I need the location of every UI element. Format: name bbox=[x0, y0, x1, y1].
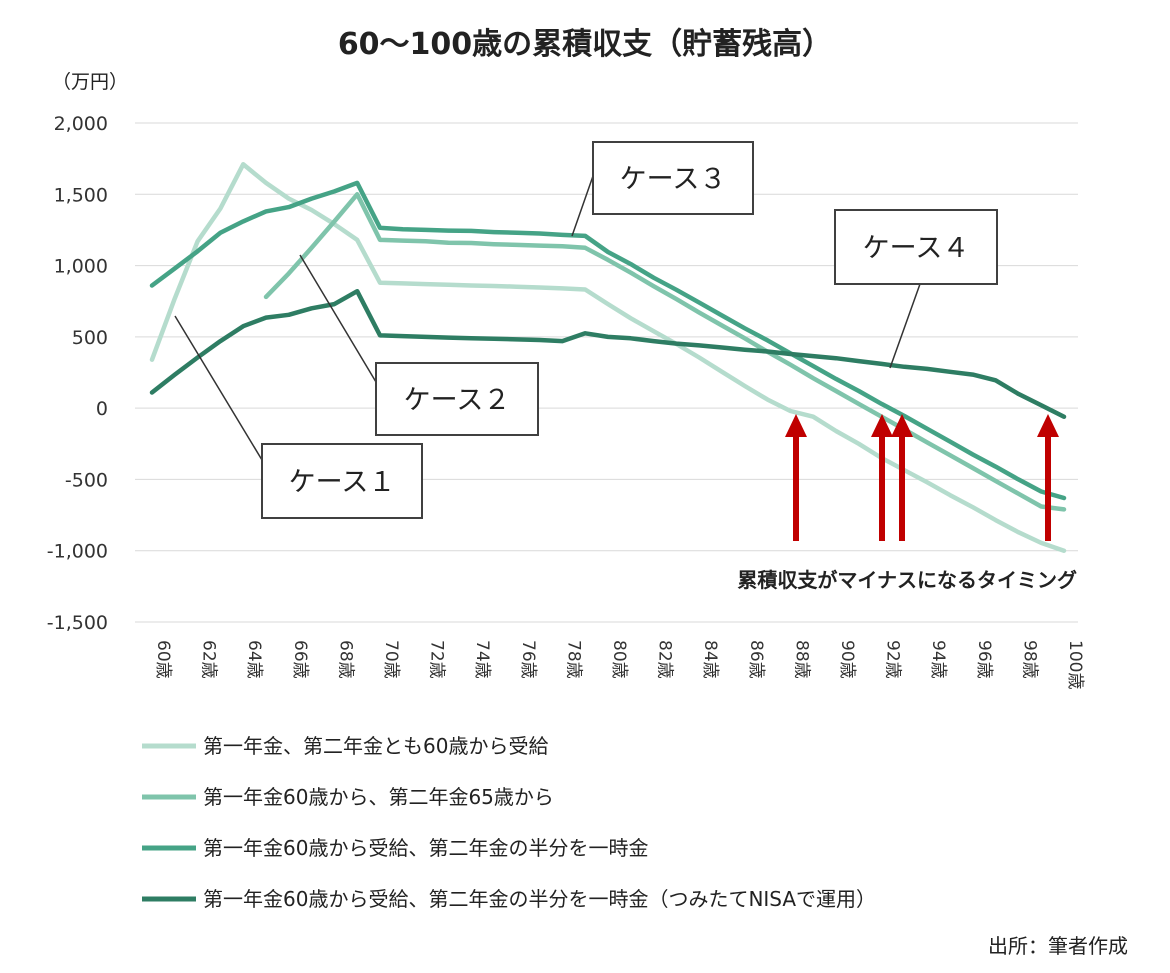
legend-label: 第一年金60歳から受給、第二年金の半分を一時金（つみたてNISAで運用） bbox=[203, 887, 876, 911]
x-tick-label: 88歳 bbox=[791, 640, 811, 679]
legend-item: 第一年金、第二年金とも60歳から受給 bbox=[142, 734, 548, 758]
timing-arrow bbox=[871, 414, 893, 541]
series-line-2 bbox=[263, 192, 1067, 512]
series-line-4 bbox=[149, 288, 1067, 419]
callout-box bbox=[592, 141, 754, 215]
x-tick-label: 64歳 bbox=[244, 640, 264, 679]
x-tick-label: 66歳 bbox=[290, 640, 310, 679]
callout-leader bbox=[174, 315, 263, 461]
x-tick-label: 96歳 bbox=[974, 640, 994, 679]
x-tick-label: 70歳 bbox=[381, 640, 401, 679]
x-tick-label: 72歳 bbox=[427, 640, 447, 679]
y-tick-label: 1,000 bbox=[54, 256, 108, 278]
x-tick-label: 60歳 bbox=[153, 640, 173, 679]
x-tick-label: 80歳 bbox=[609, 640, 629, 679]
x-tick-label: 94歳 bbox=[928, 640, 948, 679]
legend-item: 第一年金60歳から受給、第二年金の半分を一時金 bbox=[142, 836, 648, 860]
x-tick-label: 84歳 bbox=[700, 640, 720, 679]
timing-arrow bbox=[1037, 414, 1059, 541]
y-tick-label: 500 bbox=[72, 327, 108, 349]
x-tick-label: 82歳 bbox=[655, 640, 675, 679]
x-tick-label: 92歳 bbox=[883, 640, 903, 679]
callout-label: ケース４ bbox=[863, 233, 970, 264]
timing-arrow bbox=[891, 414, 913, 541]
callout-leader bbox=[571, 175, 594, 237]
y-tick-label: 0 bbox=[96, 398, 108, 420]
annotation-timing: 累積収支がマイナスになるタイミング bbox=[737, 568, 1077, 592]
callout-leader bbox=[299, 254, 377, 383]
y-axis-ticks: 2,000 1,500 1,000 500 0 -500 -1,000 -1,500 bbox=[47, 113, 108, 634]
x-tick-label: 76歳 bbox=[518, 640, 538, 679]
source-note: 出所：筆者作成 bbox=[988, 934, 1128, 958]
legend-label: 第一年金60歳から受給、第二年金の半分を一時金 bbox=[203, 836, 648, 860]
x-tick-label: 68歳 bbox=[335, 640, 355, 679]
y-tick-label: -500 bbox=[65, 469, 108, 491]
x-tick-label: 62歳 bbox=[199, 640, 219, 679]
y-tick-label: 1,500 bbox=[54, 184, 108, 206]
x-tick-label: 100歳 bbox=[1065, 640, 1085, 689]
chart-title: 60〜100歳の累積収支（貯蓄残高） bbox=[338, 27, 832, 62]
legend-label: 第一年金60歳から、第二年金65歳から bbox=[203, 785, 554, 809]
x-tick-label: 78歳 bbox=[563, 640, 583, 679]
x-tick-label: 74歳 bbox=[472, 640, 492, 679]
timing-arrows bbox=[785, 414, 1059, 541]
y-tick-label: -1,500 bbox=[47, 612, 108, 634]
callout-box bbox=[834, 209, 998, 285]
legend-label: 第一年金、第二年金とも60歳から受給 bbox=[203, 734, 548, 758]
series-line-3 bbox=[149, 180, 1067, 501]
series-line-1 bbox=[149, 162, 1067, 553]
legend-item: 第一年金60歳から、第二年金65歳から bbox=[142, 785, 554, 809]
y-tick-label: -1,000 bbox=[47, 541, 108, 563]
callout-box bbox=[261, 443, 423, 519]
x-tick-label: 98歳 bbox=[1019, 640, 1039, 679]
timing-arrow bbox=[785, 414, 807, 541]
series-lines bbox=[149, 162, 1067, 553]
callout-label: ケース３ bbox=[620, 164, 727, 195]
callouts: ケース１ ケース２ ケース３ ケース４ bbox=[261, 141, 998, 519]
callout-label: ケース２ bbox=[404, 385, 511, 416]
callout-leaders bbox=[174, 175, 921, 461]
x-tick-label: 86歳 bbox=[746, 640, 766, 679]
y-tick-label: 2,000 bbox=[54, 113, 108, 135]
y-unit-label: （万円） bbox=[52, 71, 128, 93]
legend-item: 第一年金60歳から受給、第二年金の半分を一時金（つみたてNISAで運用） bbox=[142, 887, 876, 911]
legend: 第一年金、第二年金とも60歳から受給第一年金60歳から、第二年金65歳から第一年… bbox=[142, 734, 876, 911]
x-axis-ticks: 60歳 62歳 64歳 66歳 68歳 70歳 72歳 74歳 76歳 78歳 80歳 82歳 84歳 8… bbox=[153, 640, 1085, 689]
callout-box bbox=[375, 362, 539, 436]
callout-label: ケース１ bbox=[289, 467, 396, 498]
x-tick-label: 90歳 bbox=[837, 640, 857, 679]
callout-leader bbox=[889, 283, 921, 369]
